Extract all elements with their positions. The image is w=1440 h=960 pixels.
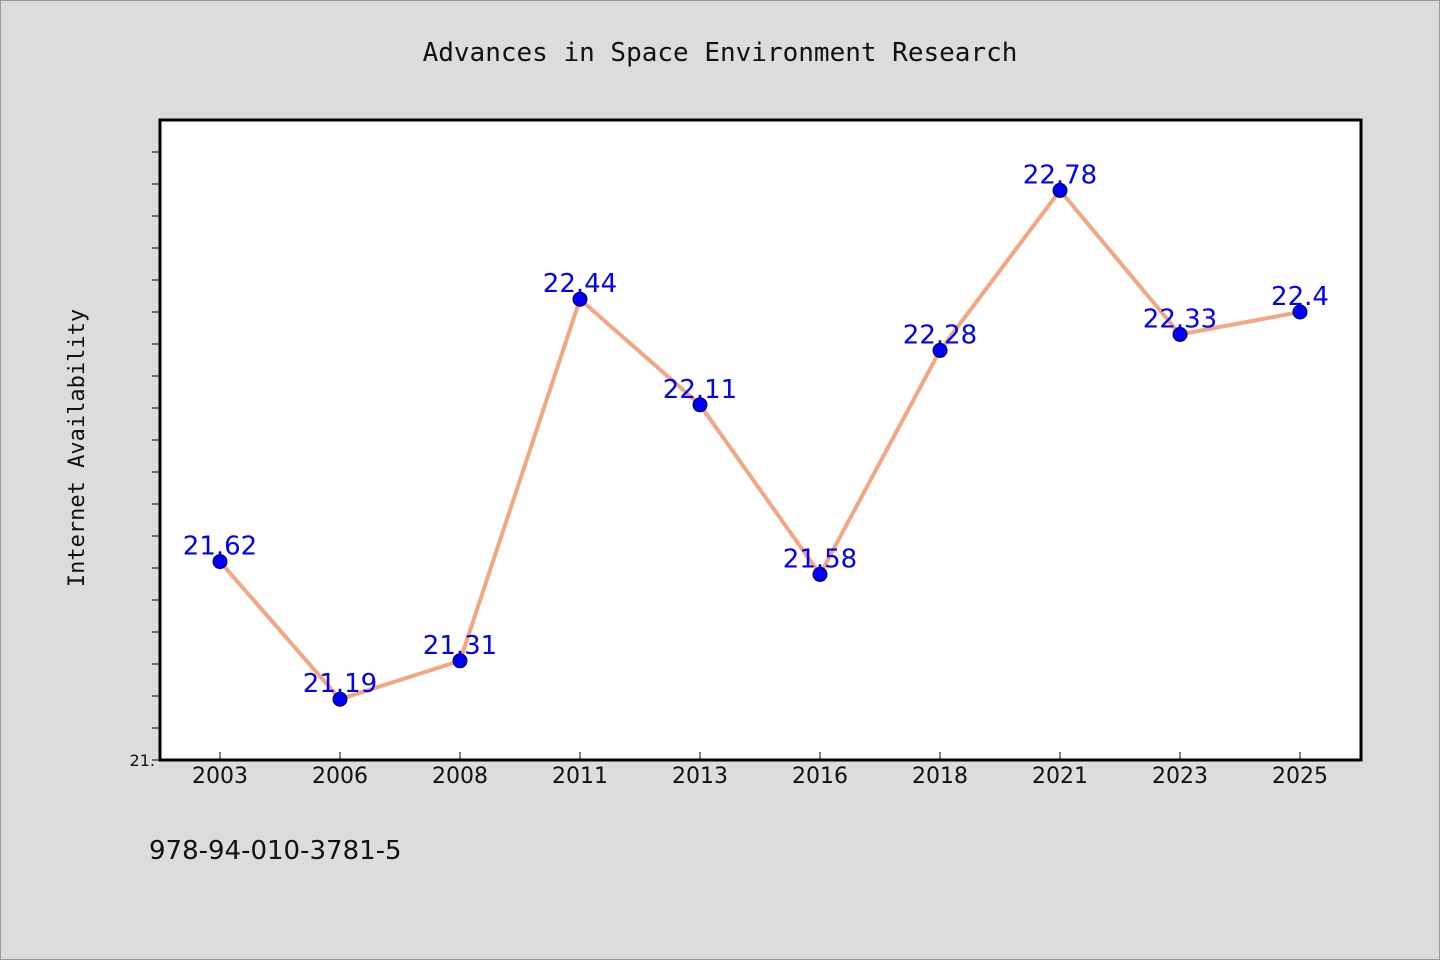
x-tick-label: 2013 <box>672 764 728 789</box>
series-line-segment <box>1178 310 1302 337</box>
y-axis-label: Internet Availability <box>65 309 90 587</box>
x-tick-label: 2016 <box>792 764 848 789</box>
series-line-segment <box>218 559 342 702</box>
x-tick-label: 2021 <box>1032 764 1088 789</box>
data-point <box>332 691 348 707</box>
data-point <box>932 342 948 358</box>
data-point <box>572 291 588 307</box>
data-label: 22.28 <box>903 320 977 350</box>
plot-area <box>158 118 1363 762</box>
series-line-segment <box>458 297 582 663</box>
data-point <box>212 554 228 570</box>
data-markers <box>212 182 1308 707</box>
series-line-group <box>218 188 1302 702</box>
isbn-footnote: 978-94-010-3781-5 <box>149 836 402 866</box>
data-label: 21.58 <box>783 544 857 574</box>
series-line-segment <box>818 348 942 577</box>
x-tick-label: 2018 <box>912 764 968 789</box>
y-axis-ticks <box>152 151 160 761</box>
series-line-segment <box>698 402 822 577</box>
data-label: 22.33 <box>1143 304 1217 334</box>
data-point <box>1172 326 1188 342</box>
chart-title: Advances in Space Environment Research <box>423 38 1018 68</box>
data-label: 21.62 <box>183 532 257 562</box>
data-point <box>452 653 468 669</box>
x-tick-label: 2025 <box>1272 764 1328 789</box>
series-line-segment <box>338 658 462 702</box>
data-point <box>692 397 708 413</box>
data-point <box>812 566 828 582</box>
x-tick-label: 2011 <box>552 764 608 789</box>
data-label: 22.11 <box>663 375 737 405</box>
data-label: 22.78 <box>1023 160 1097 190</box>
x-tick-label: 2023 <box>1152 764 1208 789</box>
data-label: 22.44 <box>543 269 617 299</box>
data-label: 22.4 <box>1271 282 1329 312</box>
y-tick-label: 21. <box>130 751 155 770</box>
series-line-segment <box>938 188 1062 353</box>
data-point <box>1292 304 1308 320</box>
x-tick-label: 2003 <box>192 764 248 789</box>
data-label: 21.19 <box>303 669 377 699</box>
series-line-segment <box>1058 188 1182 337</box>
data-labels: 21.62 21.19 21.31 22.44 22.11 21.58 22.28 22.78… <box>183 160 1329 699</box>
data-label: 21.31 <box>423 631 497 661</box>
x-tick-label: 2006 <box>312 764 368 789</box>
x-axis-ticks: 2003 2006 2008 2011 2013 2016 2018 2021 2023 2025 <box>192 752 1328 789</box>
x-tick-label: 2008 <box>432 764 488 789</box>
series-line-segment <box>578 297 702 407</box>
data-point <box>1052 182 1068 198</box>
